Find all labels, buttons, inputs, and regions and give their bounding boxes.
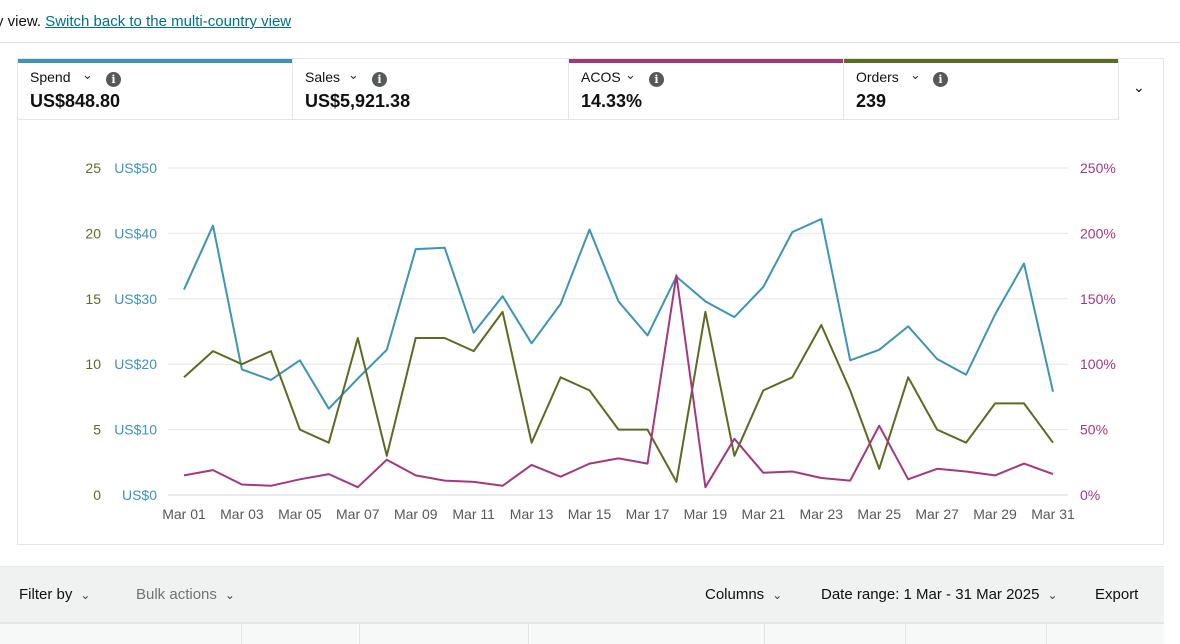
metric-color-bar — [844, 59, 1118, 63]
acos-axis-tick: 200% — [1080, 225, 1116, 241]
orders-axis-tick: 15 — [85, 291, 101, 307]
info-icon[interactable]: i — [649, 72, 664, 87]
metric-card-sales[interactable]: Sales ⌄ i US$5,921.38 — [293, 59, 569, 120]
x-axis-tick: Mar 19 — [684, 506, 728, 522]
switch-multi-country-link[interactable]: Switch back to the multi-country view — [45, 13, 292, 30]
metric-label: Sales — [305, 69, 341, 85]
chevron-down-icon: ⌄ — [80, 588, 91, 602]
acos-axis-tick: 50% — [1080, 422, 1108, 438]
x-axis-tick: Mar 27 — [915, 506, 959, 522]
spend-axis-tick: US$10 — [114, 422, 157, 438]
x-axis-tick: Mar 17 — [626, 506, 670, 522]
x-axis-tick: Mar 09 — [394, 506, 438, 522]
info-icon[interactable]: i — [372, 72, 387, 87]
metric-card-acos[interactable]: ACOS ⌄ i 14.33% — [569, 59, 844, 120]
acos-axis-tick: 0% — [1080, 487, 1100, 503]
metric-value: US$848.80 — [30, 91, 121, 111]
metric-color-bar — [569, 59, 843, 63]
spend-axis-tick: US$0 — [122, 487, 157, 503]
notice-prefix: y view. — [0, 13, 42, 30]
spend-axis-tick: US$20 — [114, 356, 157, 372]
table-header-row — [0, 623, 1164, 644]
acos-series-line — [183, 274, 1054, 489]
x-axis-tick: Mar 29 — [973, 506, 1017, 522]
chevron-down-icon: ⌄ — [224, 588, 235, 602]
chevron-down-icon: ⌄ — [1047, 588, 1058, 602]
metric-value: US$5,921.38 — [305, 91, 411, 111]
export-button[interactable]: Export — [1095, 586, 1139, 603]
chevron-down-icon[interactable]: ⌄ — [625, 67, 636, 82]
chevron-down-icon: ⌄ — [772, 588, 783, 602]
metric-label: Spend — [30, 69, 71, 85]
metric-value: 14.33% — [581, 91, 643, 111]
x-axis-tick: Mar 13 — [510, 506, 554, 522]
table-toolbar: Filter by ⌄ Bulk actions ⌄ Columns ⌄ Date r… — [0, 566, 1164, 623]
x-axis-tick: Mar 31 — [1031, 506, 1075, 522]
metric-card-orders[interactable]: Orders ⌄ i 239 — [844, 59, 1119, 120]
acos-axis-tick: 150% — [1080, 291, 1116, 307]
metric-value: 239 — [856, 91, 887, 111]
chart-tick-labels: 0 US$0 0% 5 US$10 50% 10 US$20 100% 15 US$30 150% 20… — [85, 160, 1115, 522]
line-chart: 0 US$0 0% 5 US$10 50% 10 US$20 100% 15 US$30 150% 20… — [85, 160, 1115, 522]
orders-axis-tick: 20 — [85, 225, 101, 241]
date-range-dropdown[interactable]: Date range: 1 Mar - 31 Mar 2025 ⌄ — [821, 586, 1058, 603]
info-icon[interactable]: i — [106, 72, 121, 87]
columns-dropdown[interactable]: Columns ⌄ — [705, 586, 783, 603]
orders-axis-tick: 10 — [85, 356, 101, 372]
x-axis-tick: Mar 11 — [452, 506, 495, 522]
bulk-actions-dropdown[interactable]: Bulk actions ⌄ — [136, 586, 235, 603]
x-axis-tick: Mar 05 — [278, 506, 322, 522]
spend-axis-tick: US$50 — [114, 160, 157, 176]
spend-axis-tick: US$30 — [114, 291, 157, 307]
metric-color-bar — [18, 59, 292, 63]
x-axis-tick: Mar 03 — [220, 506, 264, 522]
metric-label: ACOS — [581, 69, 621, 85]
metric-label: Orders — [856, 69, 899, 85]
acos-axis-tick: 100% — [1080, 356, 1116, 372]
orders-axis-tick: 5 — [93, 422, 101, 438]
spend-axis-tick: US$40 — [114, 225, 157, 241]
chevron-down-icon[interactable]: ⌄ — [82, 67, 93, 82]
orders-axis-tick: 0 — [93, 487, 101, 503]
x-axis-tick: Mar 23 — [799, 506, 843, 522]
top-bar: y view. Switch back to the multi-country… — [0, 0, 1180, 43]
chart-series — [183, 218, 1054, 489]
filter-by-dropdown[interactable]: Filter by ⌄ — [19, 586, 91, 603]
expand-metrics-chevron-icon[interactable]: ⌄ — [1133, 79, 1145, 95]
x-axis-tick: Mar 25 — [857, 506, 901, 522]
metric-card-spend[interactable]: Spend ⌄ i US$848.80 — [18, 59, 293, 120]
chevron-down-icon[interactable]: ⌄ — [910, 67, 921, 82]
spend-series-line — [183, 218, 1054, 410]
acos-axis-tick: 250% — [1080, 160, 1116, 176]
country-view-notice: y view. Switch back to the multi-country… — [0, 13, 291, 30]
x-axis-tick: Mar 07 — [336, 506, 380, 522]
chart-gridlines — [168, 167, 1068, 496]
orders-series-line — [183, 310, 1054, 483]
x-axis-tick: Mar 01 — [162, 506, 206, 522]
orders-axis-tick: 25 — [85, 160, 101, 176]
x-axis-tick: Mar 15 — [568, 506, 612, 522]
chevron-down-icon[interactable]: ⌄ — [348, 67, 359, 82]
info-icon[interactable]: i — [933, 72, 948, 87]
x-axis-tick: Mar 21 — [742, 506, 786, 522]
